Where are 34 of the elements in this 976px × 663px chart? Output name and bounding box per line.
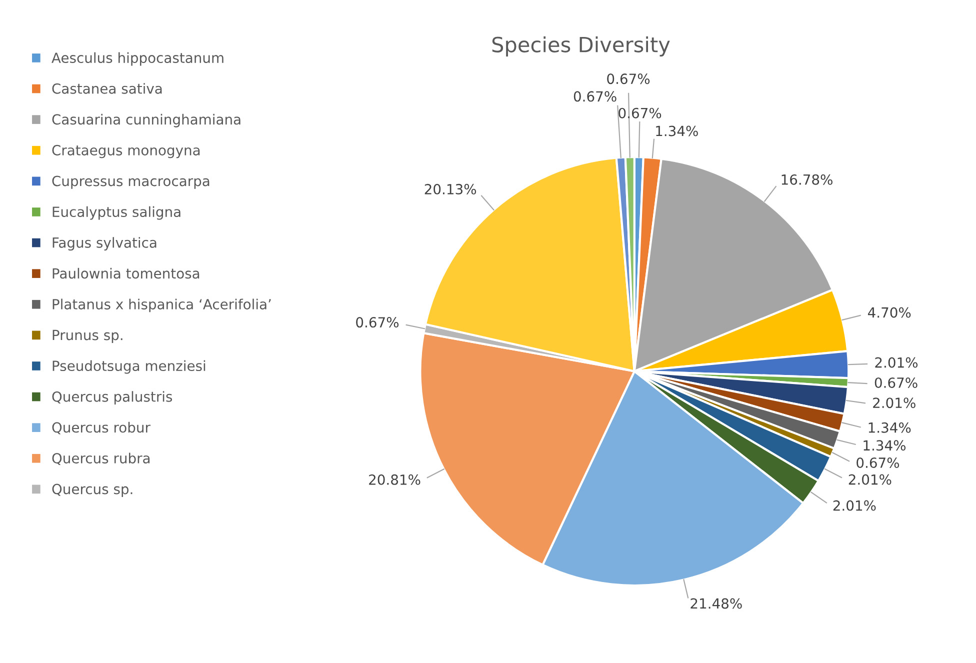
data-label: 16.78% <box>782 174 832 185</box>
data-label: 1.34% <box>656 126 698 136</box>
legend-label: Pseudotsuga menziesi <box>52 360 206 374</box>
data-label: 1.34% <box>864 440 906 451</box>
legend-label: Prunus sp. <box>52 330 122 343</box>
data-label: 0.67% <box>356 317 399 328</box>
data-label: 2.01% <box>873 398 916 408</box>
legend-label: Quercus rubra <box>52 452 150 466</box>
data-label: 2.01% <box>833 500 876 511</box>
legend-label: Castanea sativa <box>52 83 162 94</box>
data-label: 20.81% <box>369 474 420 485</box>
legend-label: Paulownia tomentosa <box>52 268 200 279</box>
data-label: 1.34% <box>868 422 911 433</box>
data-label: 2.01% <box>848 474 892 485</box>
data-label: 2.01% <box>875 357 918 368</box>
data-label: 0.67% <box>874 377 918 388</box>
legend-label: Aesculus hippocastanum <box>52 52 224 66</box>
data-label: 0.67% <box>618 108 662 118</box>
legend-label: Quercus robur <box>52 422 150 434</box>
legend-label: Quercus palustris <box>52 391 172 405</box>
data-label: 4.70% <box>868 307 911 318</box>
data-label: 0.67% <box>574 91 616 102</box>
legend-label: Crataegus monogyna <box>52 144 200 158</box>
data-label: 0.67% <box>856 457 900 468</box>
legend-label: Platanus x hispanica ‘Acerifolia’ <box>52 298 271 312</box>
legend-label: Fagus sylvatica <box>52 237 156 251</box>
legend-label: Casuarina cunninghamiana <box>52 114 240 128</box>
legend-label: Eucalyptus saligna <box>52 206 180 220</box>
legend-label: Quercus sp. <box>52 484 132 497</box>
data-label: 0.67% <box>607 74 650 84</box>
data-label: 21.48% <box>690 598 742 609</box>
chart-title: Species Diversity <box>492 36 670 56</box>
legend-label: Cupressus macrocarpa <box>52 176 210 189</box>
data-label: 20.13% <box>424 184 476 194</box>
